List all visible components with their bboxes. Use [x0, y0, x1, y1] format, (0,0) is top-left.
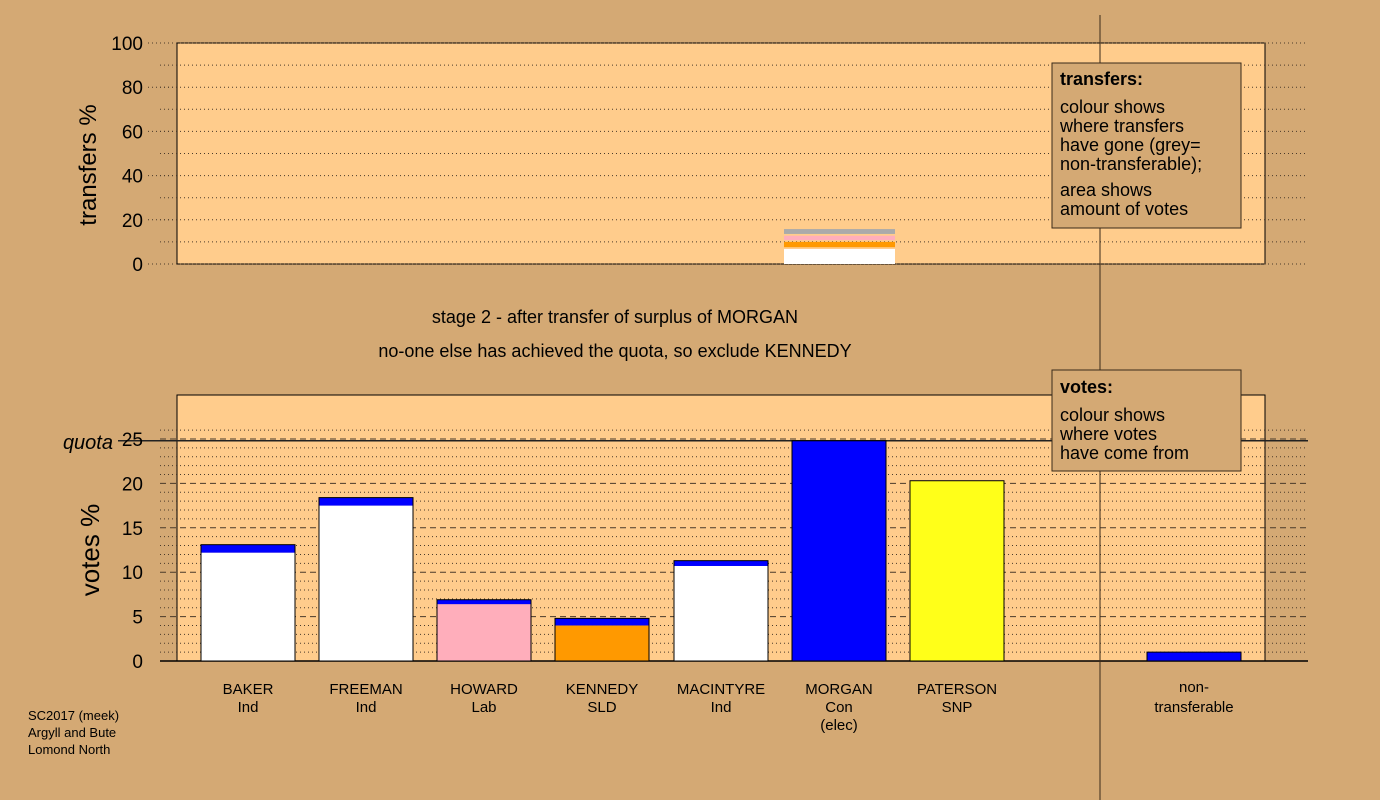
vote-bar-outline	[200, 544, 296, 662]
candidate-status: (elec)	[820, 717, 858, 734]
candidate-name: MACINTYRE	[677, 681, 765, 698]
vote-bar-segment	[674, 560, 768, 566]
candidate-name: FREEMAN	[329, 681, 402, 698]
transfers-y-tick-label: 40	[122, 167, 143, 188]
transfers-y-tick-label: 0	[132, 255, 143, 276]
vote-bar-outline	[436, 599, 532, 662]
transfers-legend-line: amount of votes	[1060, 199, 1188, 219]
votes-y-tick-label: 15	[122, 519, 143, 540]
votes-legend-line: colour shows	[1060, 405, 1165, 425]
votes-y-tick-label: 0	[132, 652, 143, 673]
footer-line: SC2017 (meek)	[28, 708, 119, 723]
vote-bar-segment	[437, 599, 531, 605]
candidate-party: Lab	[471, 699, 496, 716]
footer-line: Argyll and Bute	[28, 725, 116, 740]
votes-y-tick-label: 20	[122, 474, 143, 495]
candidate-name: PATERSON	[917, 681, 997, 698]
transfers-bars	[784, 229, 895, 264]
transfers-y-tick-label: 20	[122, 211, 143, 232]
vote-bar-segment	[792, 440, 886, 661]
votes-y-axis-label: votes %	[75, 504, 105, 597]
vote-bar-outline	[673, 560, 769, 662]
transfers-legend-title: transfers:	[1060, 69, 1143, 89]
candidate-party: Con	[825, 699, 853, 716]
transfers-legend-line: colour shows	[1060, 97, 1165, 117]
votes-y-ticks: 0 5 10 15 20 25	[122, 430, 143, 673]
vote-bar-outline	[554, 617, 650, 662]
transfers-y-tick-label: 80	[122, 78, 143, 99]
transfers-legend: transfers: colour shows where transfers …	[1051, 62, 1242, 229]
votes-legend-title: votes:	[1060, 377, 1113, 397]
vote-bar-outline	[318, 497, 414, 662]
transfers-legend-line: non-transferable);	[1060, 154, 1202, 174]
transfers-legend-line: area shows	[1060, 180, 1152, 200]
transfers-y-axis-label: transfers %	[75, 104, 102, 225]
candidate-name: KENNEDY	[566, 681, 639, 698]
vote-bar-segment	[319, 505, 413, 661]
nontransferable-label: transferable	[1154, 699, 1233, 716]
transfers-y-ticks: 0 20 40 60 80 100	[111, 34, 177, 276]
votes-legend: votes: colour shows where votes have com…	[1051, 369, 1242, 472]
vote-bar-segment	[555, 625, 649, 661]
vote-bar-segment	[674, 565, 768, 661]
transfer-band	[784, 235, 895, 241]
candidate-party: Ind	[711, 699, 732, 716]
vote-bar-segment	[319, 497, 413, 506]
transfers-y-tick-label: 100	[111, 34, 143, 55]
transfer-band	[784, 248, 895, 264]
candidate-labels: BAKERIndFREEMANIndHOWARDLabKENNEDYSLDMAC…	[223, 679, 1234, 734]
candidate-party: Ind	[356, 699, 377, 716]
votes-legend-line: have come from	[1060, 443, 1189, 463]
stage-heading: stage 2 - after transfer of surplus of M…	[432, 307, 798, 327]
vote-bar-segment	[201, 544, 295, 553]
nontransferable-label: non-	[1179, 679, 1209, 696]
footer-line: Lomond North	[28, 742, 110, 757]
votes-legend-box	[1051, 369, 1242, 472]
candidate-name: HOWARD	[450, 681, 518, 698]
transfer-band	[784, 229, 895, 234]
vote-bar-segment	[437, 604, 531, 661]
transfers-legend-line: have gone (grey=	[1060, 135, 1201, 155]
candidate-name: MORGAN	[805, 681, 873, 698]
transfer-band	[784, 241, 895, 248]
candidate-name: BAKER	[223, 681, 274, 698]
vote-bar-outline	[791, 440, 887, 662]
votes-y-tick-label: 5	[132, 608, 143, 629]
action-heading: no-one else has achieved the quota, so e…	[378, 341, 851, 361]
transfers-legend-line: where transfers	[1059, 116, 1184, 136]
vote-bar-segment	[201, 552, 295, 661]
vote-bar-outline	[909, 480, 1005, 662]
vote-bar-segment	[910, 480, 1004, 661]
candidate-party: SNP	[942, 699, 973, 716]
vote-bar-segment	[555, 618, 649, 626]
votes-bars	[200, 440, 1242, 662]
transfers-y-tick-label: 60	[122, 122, 143, 143]
votes-legend-line: where votes	[1059, 424, 1157, 444]
votes-y-tick-label: 25	[122, 430, 143, 451]
votes-y-tick-label: 10	[122, 563, 143, 584]
candidate-party: SLD	[587, 699, 616, 716]
candidate-party: Ind	[238, 699, 259, 716]
quota-label: quota	[63, 432, 113, 454]
nontransferable-bar	[1146, 651, 1242, 662]
transfers-legend-box	[1051, 62, 1242, 229]
